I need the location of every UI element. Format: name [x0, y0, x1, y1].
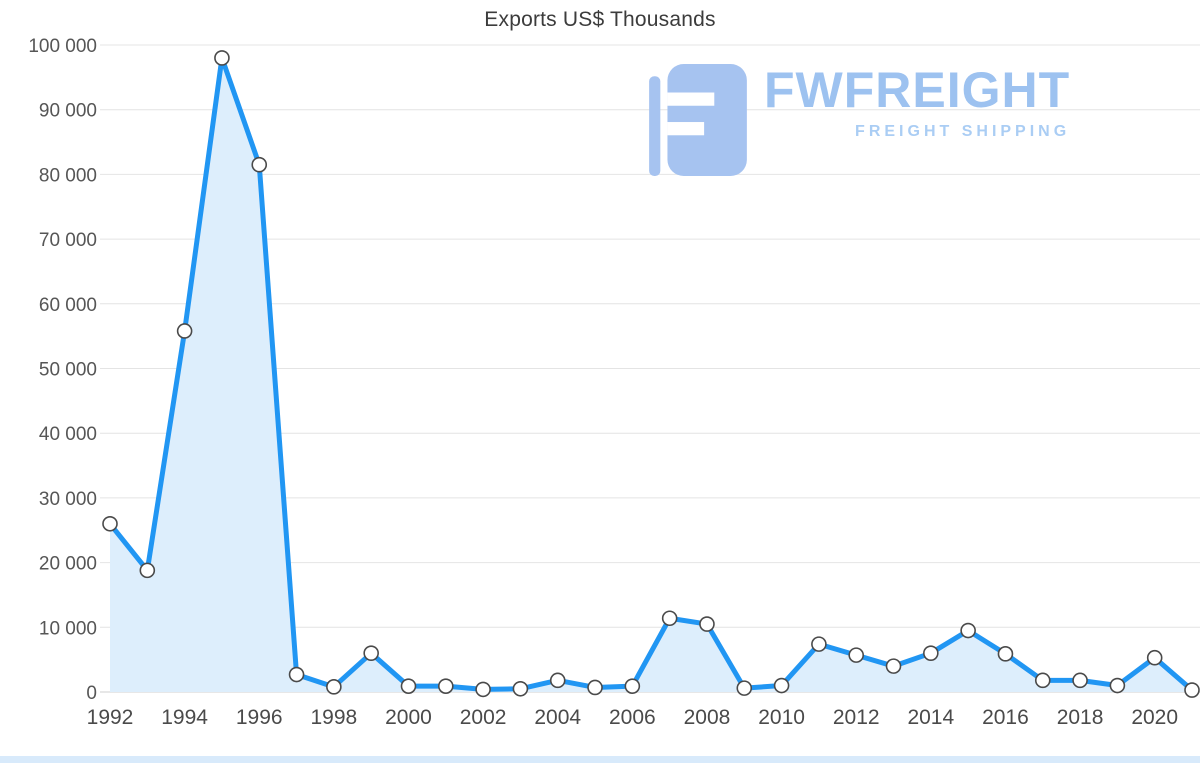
y-tick-label: 60 000 — [39, 295, 97, 316]
x-tick-label: 2016 — [982, 706, 1029, 729]
data-point — [363, 645, 379, 661]
x-tick-label: 2020 — [1131, 706, 1178, 729]
area-fill — [110, 57, 1192, 692]
y-tick-label: 70 000 — [39, 230, 97, 251]
data-point — [326, 679, 342, 695]
x-tick-label: 1992 — [87, 706, 134, 729]
y-tick-label: 0 — [86, 683, 97, 704]
x-tick-label: 2002 — [460, 706, 507, 729]
data-point — [997, 646, 1014, 662]
data-point — [251, 156, 268, 173]
y-tick-label: 30 000 — [39, 489, 97, 510]
data-point — [176, 323, 193, 339]
data-point — [1072, 672, 1088, 689]
x-tick-label: 1994 — [161, 706, 208, 729]
y-tick-label: 10 000 — [39, 618, 97, 639]
y-tick-label: 50 000 — [39, 360, 97, 381]
data-point — [1184, 682, 1200, 698]
data-point — [549, 672, 566, 689]
data-point — [512, 680, 529, 697]
data-point — [102, 515, 118, 532]
data-point — [736, 680, 753, 696]
data-point — [848, 647, 865, 663]
chart-title: Exports US$ Thousands — [484, 8, 716, 31]
x-tick-label: 1998 — [311, 706, 358, 729]
data-point — [214, 50, 230, 66]
data-point — [699, 616, 715, 632]
data-point — [923, 645, 939, 661]
y-tick-label: 90 000 — [39, 101, 97, 122]
y-tick-label: 100 000 — [28, 36, 97, 57]
data-point — [1034, 672, 1051, 689]
data-point — [1109, 677, 1126, 694]
y-tick-label: 80 000 — [39, 165, 97, 186]
bottom-strip — [0, 756, 1200, 763]
x-tick-label: 2012 — [833, 706, 880, 729]
data-point — [139, 562, 156, 579]
x-tick-label: 2008 — [684, 706, 731, 729]
x-tick-label: 2018 — [1057, 706, 1104, 729]
data-point — [587, 679, 603, 696]
y-tick-label: 40 000 — [39, 424, 97, 445]
data-point — [437, 678, 454, 694]
x-tick-label: 2010 — [758, 706, 805, 729]
data-point — [1146, 649, 1163, 666]
data-point — [475, 681, 491, 698]
x-tick-label: 2014 — [907, 706, 954, 729]
data-point — [288, 666, 305, 683]
x-tick-label: 2006 — [609, 706, 656, 729]
data-point — [400, 678, 417, 694]
x-tick-label: 1996 — [236, 706, 283, 729]
data-point — [661, 610, 678, 627]
x-tick-label: 2004 — [534, 706, 581, 729]
data-point — [960, 622, 976, 639]
y-tick-label: 20 000 — [39, 554, 97, 575]
data-point — [773, 677, 790, 694]
x-tick-label: 2000 — [385, 706, 432, 729]
data-point — [885, 658, 902, 674]
data-point — [811, 636, 827, 652]
data-point — [624, 678, 641, 694]
